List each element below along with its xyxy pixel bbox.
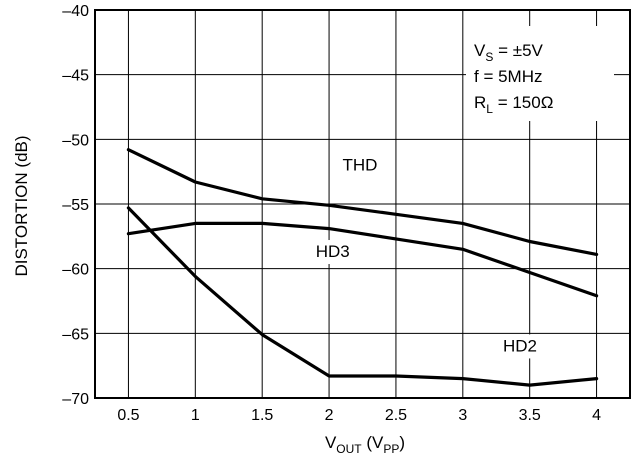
series-line-thd	[126, 148, 599, 256]
series-label-thd: THD	[342, 155, 377, 174]
series-label-hd2: HD2	[503, 336, 537, 355]
y-axis-ticks: –70 –65 –60 –55 –50 –45 –40	[62, 3, 89, 408]
condition-vs: VS = ±5V	[474, 41, 544, 64]
y-tick-label: –50	[62, 132, 89, 149]
x-tick-label: 2	[325, 407, 334, 424]
y-tick-label: –40	[62, 3, 89, 20]
y-tick-label: –60	[62, 262, 89, 279]
conditions-box	[466, 26, 614, 121]
x-tick-label: 3.5	[519, 407, 541, 424]
x-tick-label: 4	[592, 407, 601, 424]
plot-frame	[94, 9, 631, 399]
series-label-hd3: HD3	[316, 242, 350, 261]
series-label-bg	[497, 334, 541, 359]
series-line-hd3	[126, 221, 599, 298]
y-axis-label: DISTORTION (dB)	[12, 135, 31, 276]
x-tick-label: 3	[458, 407, 467, 424]
x-axis-ticks: 0.5 1 1.5 2 2.5 3 3.5 4	[117, 407, 601, 424]
series-line-hd2	[126, 206, 599, 387]
x-tick-label: 2.5	[385, 407, 407, 424]
series-labels: THD HD3 HD2	[310, 153, 541, 359]
x-axis-label: VOUT (VPP)	[325, 433, 405, 456]
condition-f: f = 5MHz	[474, 67, 543, 86]
y-tick-label: –45	[62, 68, 89, 85]
series-lines	[126, 148, 599, 387]
condition-rl: RL = 150Ω	[474, 93, 553, 116]
y-tick-label: –65	[62, 326, 89, 343]
x-tick-label: 1.5	[251, 407, 273, 424]
y-tick-label: –70	[62, 391, 89, 408]
series-label-bg	[310, 240, 354, 265]
x-tick-label: 1	[191, 407, 200, 424]
y-tick-label: –55	[62, 197, 89, 214]
series-label-bg	[337, 153, 381, 178]
x-tick-label: 0.5	[117, 407, 139, 424]
